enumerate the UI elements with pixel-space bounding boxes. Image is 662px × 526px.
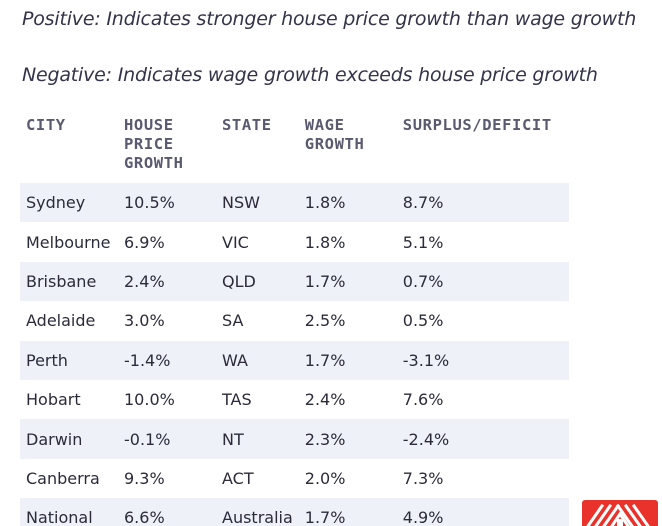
cell-city: Canberra <box>20 458 118 499</box>
header-house-price-growth: HOUSE PRICE GROWTH <box>118 112 216 183</box>
cell-surplus-deficit: 5.1% <box>396 222 569 262</box>
cell-surplus-deficit: -2.4% <box>396 419 569 459</box>
cell-state: QLD <box>216 261 299 302</box>
cell-surplus-deficit: 4.9% <box>396 498 569 526</box>
table-row: National 6.6% Australia 1.7% 4.9% <box>20 498 569 526</box>
cell-state: TAS <box>216 379 299 420</box>
positive-note: Positive: Indicates stronger house price… <box>22 8 637 30</box>
cell-house-price-growth: 2.4% <box>118 261 216 302</box>
table-row: Melbourne 6.9% VIC 1.8% 5.1% <box>20 222 569 262</box>
cell-house-price-growth: 10.5% <box>118 183 216 223</box>
house-roof-logo-graphic <box>586 503 650 526</box>
cell-surplus-deficit: 0.5% <box>396 301 569 341</box>
cell-wage-growth: 1.8% <box>298 183 397 223</box>
cell-city: Sydney <box>20 183 118 223</box>
table-header-row: CITY HOUSE PRICE GROWTH STATE WAGE GROWT… <box>20 112 569 183</box>
header-surplus-deficit: SURPLUS/DEFICIT <box>402 116 552 134</box>
cell-surplus-deficit: 7.3% <box>396 458 569 499</box>
cell-surplus-deficit: 7.6% <box>396 379 569 420</box>
cell-surplus-deficit: -3.1% <box>396 340 569 380</box>
table-row: Sydney 10.5% NSW 1.8% 8.7% <box>20 183 569 223</box>
cell-city: National <box>20 498 118 526</box>
cell-wage-growth: 2.3% <box>298 419 397 459</box>
cell-city: Hobart <box>20 379 118 420</box>
cell-state: SA <box>216 301 299 341</box>
cell-wage-growth: 2.5% <box>298 301 397 341</box>
house-roof-logo-icon <box>582 500 658 526</box>
cell-house-price-growth: 6.9% <box>118 222 216 262</box>
header-wage-growth-line1: WAGE <box>304 116 345 134</box>
cell-wage-growth: 1.7% <box>298 261 397 302</box>
cell-city: Darwin <box>20 419 118 459</box>
cell-state: WA <box>216 340 299 380</box>
cell-house-price-growth: -1.4% <box>118 340 216 380</box>
cell-state: NSW <box>216 183 299 223</box>
cell-wage-growth: 1.8% <box>298 222 397 262</box>
header-house-price-growth-line1: HOUSE <box>124 116 174 134</box>
header-city: CITY <box>26 116 66 134</box>
table-row: Brisbane 2.4% QLD 1.7% 0.7% <box>20 261 569 302</box>
cell-house-price-growth: -0.1% <box>118 419 216 459</box>
cell-surplus-deficit: 8.7% <box>396 183 569 223</box>
cell-house-price-growth: 9.3% <box>118 458 216 499</box>
cell-surplus-deficit: 0.7% <box>396 261 569 302</box>
cell-house-price-growth: 10.0% <box>118 379 216 420</box>
cell-wage-growth: 1.7% <box>298 498 397 526</box>
table-row: Adelaide 3.0% SA 2.5% 0.5% <box>20 301 569 341</box>
cell-wage-growth: 1.7% <box>298 340 397 380</box>
cell-city: Brisbane <box>20 261 118 302</box>
cell-state: ACT <box>216 458 299 499</box>
cell-state: VIC <box>216 222 299 262</box>
cell-house-price-growth: 6.6% <box>118 498 216 526</box>
table-row: Perth -1.4% WA 1.7% -3.1% <box>20 340 569 380</box>
header-state: STATE <box>222 116 272 134</box>
table-row: Darwin -0.1% NT 2.3% -2.4% <box>20 419 569 459</box>
header-house-price-growth-line2: PRICE <box>124 135 174 153</box>
header-wage-growth-line2: GROWTH <box>304 135 365 153</box>
cell-house-price-growth: 3.0% <box>118 301 216 341</box>
cell-state: NT <box>216 419 299 459</box>
cell-city: Adelaide <box>20 301 118 341</box>
cell-state: Australia <box>216 498 299 526</box>
table-row: Hobart 10.0% TAS 2.4% 7.6% <box>20 379 569 420</box>
table-row: Canberra 9.3% ACT 2.0% 7.3% <box>20 458 569 499</box>
cell-city: Perth <box>20 340 118 380</box>
growth-table: CITY HOUSE PRICE GROWTH STATE WAGE GROWT… <box>20 112 569 526</box>
header-house-price-growth-line3: GROWTH <box>124 154 184 172</box>
negative-note: Negative: Indicates wage growth exceeds … <box>22 64 598 86</box>
cell-wage-growth: 2.0% <box>298 458 397 499</box>
cell-city: Melbourne <box>20 222 118 262</box>
cell-wage-growth: 2.4% <box>298 379 397 420</box>
header-wage-growth: WAGE GROWTH <box>299 112 397 183</box>
